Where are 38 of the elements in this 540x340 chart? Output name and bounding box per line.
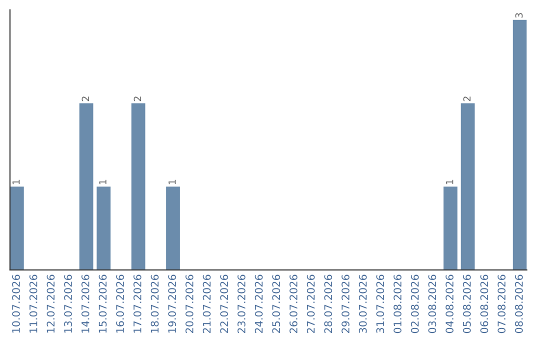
data-label: 1 — [12, 180, 20, 184]
x-tick-label: 05.08.2026 — [462, 274, 471, 334]
x-tick-label: 07.08.2026 — [498, 274, 506, 334]
x-tick-label: 10.07.2026 — [12, 274, 20, 333]
data-label: 1 — [99, 180, 106, 184]
data-label: 3 — [515, 13, 523, 18]
x-tick-label: 29.07.2026 — [342, 274, 350, 334]
x-tick-label: 12.07.2026 — [46, 274, 55, 333]
x-tick-label: 13.07.2026 — [64, 274, 72, 333]
data-label: 2 — [82, 96, 89, 102]
x-tick-label: 30.07.2026 — [358, 274, 367, 333]
x-tick-label: 22.07.2026 — [220, 274, 228, 334]
x-tick-label: 27.07.2026 — [306, 274, 315, 334]
x-tick-label: 11.07.2026 — [29, 274, 38, 333]
x-tick-label: 18.07.2026 — [150, 274, 159, 333]
x-tick-label: 26.07.2026 — [290, 274, 298, 334]
x-tick-label: 14.07.2026 — [81, 274, 90, 333]
x-tick-label: 19.07.2026 — [168, 274, 176, 333]
x-tick-label: 28.07.2026 — [324, 274, 332, 334]
x-tick-label: 03.08.2026 — [428, 274, 436, 334]
data-label: 2 — [134, 96, 141, 102]
x-tick-label: 08.08.2026 — [514, 274, 523, 334]
x-tick-label: 23.07.2026 — [238, 274, 246, 334]
x-tick-label: 17.07.2026 — [133, 274, 142, 333]
x-tick-label: 20.07.2026 — [185, 274, 194, 334]
x-tick-label: 31.07.2026 — [376, 274, 384, 333]
x-tick-label: 04.08.2026 — [446, 274, 454, 334]
data-label: 1 — [168, 180, 176, 184]
x-tick-label: 02.08.2026 — [410, 274, 419, 334]
x-tick-label: 24.07.2026 — [254, 274, 263, 334]
x-tick-label: 25.07.2026 — [272, 274, 280, 334]
x-tick-label: 21.07.2026 — [202, 274, 211, 334]
x-tick-label: 01.08.2026 — [394, 274, 402, 334]
x-tick-label: 16.07.2026 — [116, 274, 124, 333]
data-label: 1 — [446, 180, 454, 184]
x-tick-label: 15.07.2026 — [98, 274, 107, 333]
x-tick-label: 06.08.2026 — [480, 274, 488, 334]
data-label: 2 — [463, 96, 470, 102]
